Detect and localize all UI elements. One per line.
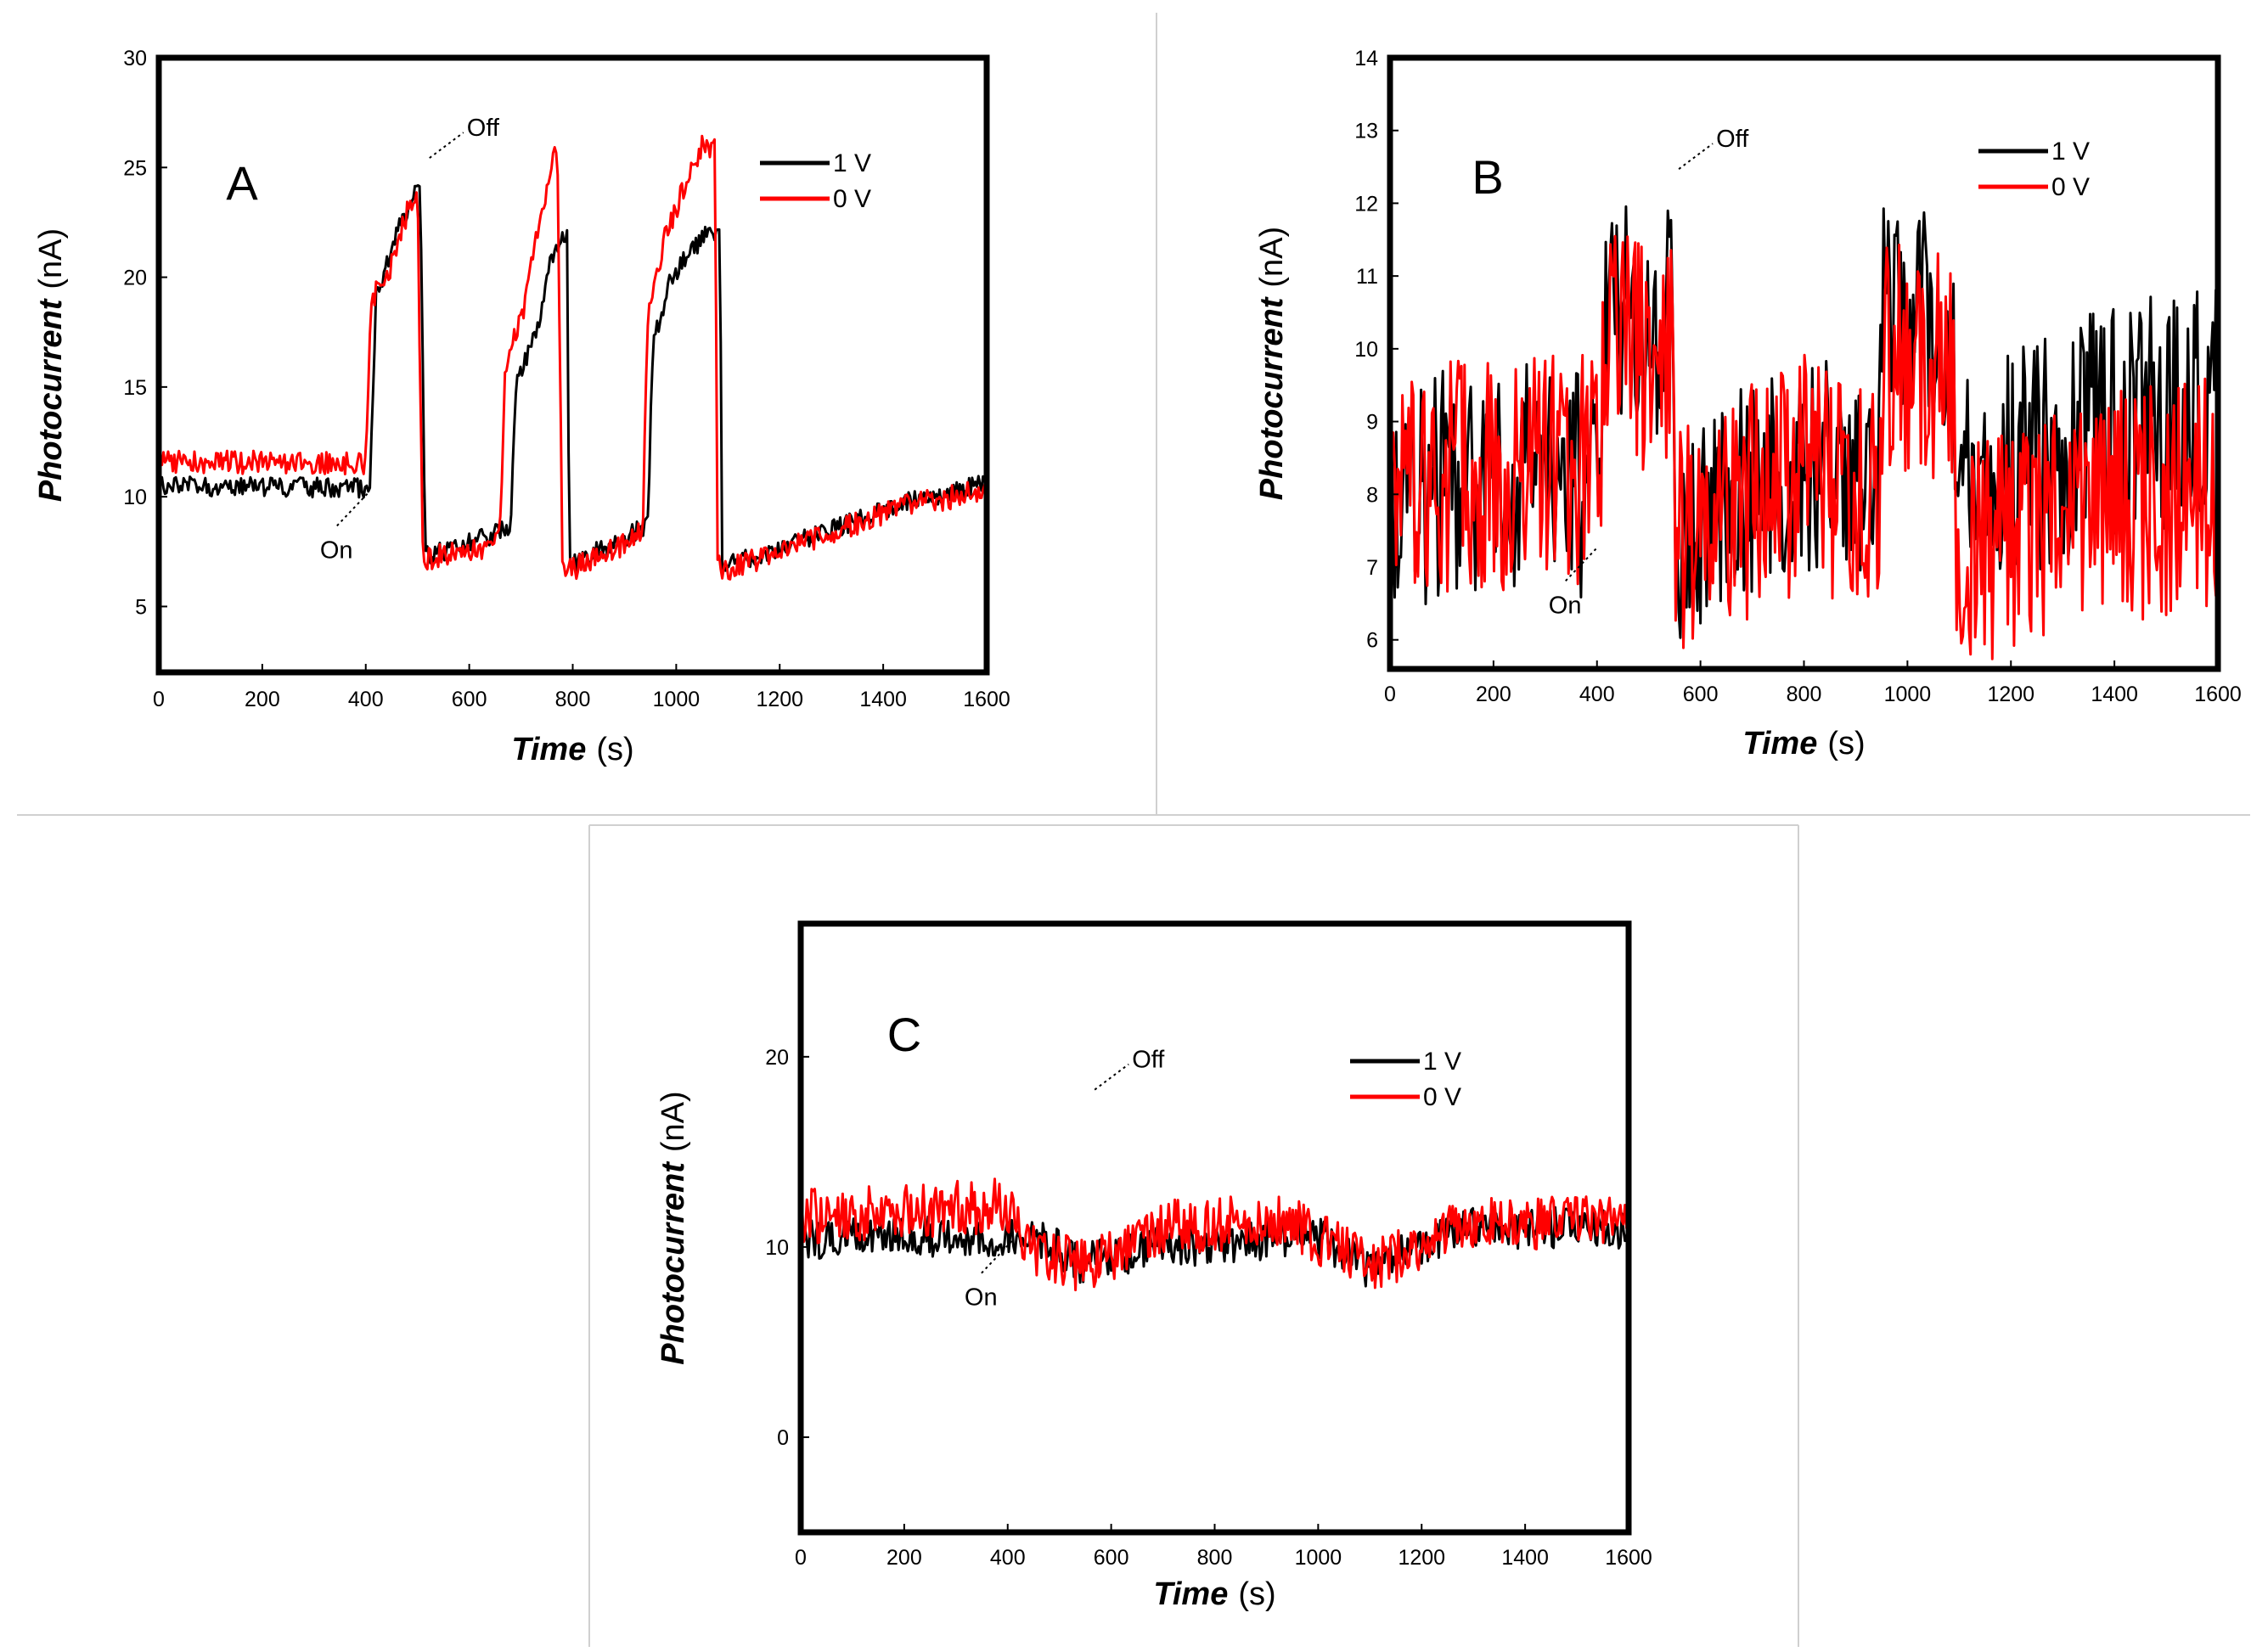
x-tick-label: 600 <box>1094 1546 1129 1570</box>
y-tick-label: 11 <box>1356 265 1378 289</box>
y-axis-label: Photocurrent(nA) <box>1254 227 1290 500</box>
on-annotation: On <box>965 1284 998 1312</box>
y-tick-label: 6 <box>1366 629 1378 653</box>
x-tick-label: 400 <box>348 688 384 711</box>
y-tick-label: 10 <box>765 1236 789 1260</box>
x-tick-label: 1400 <box>859 688 907 711</box>
y-tick-label: 20 <box>765 1046 789 1070</box>
x-tick-label: 1200 <box>1398 1546 1445 1570</box>
x-tick-label: 1200 <box>756 688 803 711</box>
legend-label: 1 V <box>1423 1048 1461 1076</box>
y-axis-label: Photocurrent(nA) <box>33 228 69 502</box>
x-tick-label: 200 <box>245 688 280 711</box>
x-tick-label: 400 <box>1579 683 1615 706</box>
legend-label: 0 V <box>1423 1083 1461 1111</box>
x-tick-label: 1200 <box>1987 683 2034 706</box>
series-line-0v <box>157 134 988 581</box>
y-tick-label: 14 <box>1354 47 1378 70</box>
x-axis-label: Time (s) <box>1153 1576 1275 1612</box>
x-tick-label: 0 <box>153 688 165 711</box>
x-axis-label: Time (s) <box>1742 726 1865 761</box>
y-tick-label: 5 <box>135 595 147 619</box>
x-tick-label: 0 <box>1384 683 1396 706</box>
on-arrow <box>981 1240 1013 1274</box>
x-tick-label: 1000 <box>1295 1546 1342 1570</box>
y-axis-label: Photocurrent(nA) <box>656 1091 691 1364</box>
x-tick-label: 800 <box>1787 683 1822 706</box>
series-line-1v <box>157 183 988 572</box>
x-tick-label: 1600 <box>1605 1546 1652 1570</box>
x-tick-label: 400 <box>990 1546 1026 1570</box>
off-arrow <box>429 132 464 159</box>
x-tick-label: 200 <box>886 1546 922 1570</box>
x-tick-label: 1400 <box>1501 1546 1549 1570</box>
y-tick-label: 9 <box>1366 411 1378 435</box>
y-tick-label: 20 <box>123 267 147 290</box>
legend-label: 0 V <box>2051 173 2090 201</box>
on-annotation: On <box>1549 592 1582 619</box>
chart-panel-a: 0 200 400 600 800 1000 1200 1400 1600 5 10 15 20 25 30… <box>33 47 1010 767</box>
x-tick-label: 0 <box>795 1546 807 1570</box>
y-tick-label: 12 <box>1354 192 1378 216</box>
off-annotation: Off <box>1132 1047 1165 1074</box>
off-arrow <box>1678 143 1714 170</box>
x-axis-label: Time (s) <box>511 732 633 767</box>
off-annotation: Off <box>1716 126 1749 153</box>
x-tick-label: 800 <box>555 688 591 711</box>
x-tick-label: 1000 <box>653 688 701 711</box>
y-tick-label: 10 <box>123 486 147 509</box>
x-tick-label: 800 <box>1197 1546 1233 1570</box>
on-arrow <box>336 492 369 527</box>
legend-label: 1 V <box>833 149 871 177</box>
panel-label: A <box>226 156 258 210</box>
y-tick-label: 0 <box>777 1426 789 1450</box>
legend-label: 1 V <box>2051 138 2090 166</box>
chart-panel-b: 0 200 400 600 800 1000 1200 1400 1600 6 7 8 9 10 11 12 1… <box>1254 47 2242 761</box>
on-arrow <box>1565 548 1597 582</box>
legend-label: 0 V <box>833 185 871 213</box>
y-tick-label: 10 <box>1354 338 1378 362</box>
panel-label: C <box>887 1008 921 1061</box>
y-tick-label: 8 <box>1366 483 1378 507</box>
y-tick-label: 7 <box>1366 556 1378 580</box>
series-line-0v <box>1388 234 2219 660</box>
series-line-0v <box>799 1177 1629 1292</box>
x-tick-label: 1600 <box>963 688 1010 711</box>
x-tick-label: 600 <box>1683 683 1719 706</box>
chart-panel-c: 0 200 400 600 800 1000 1200 1400 1600 0 10 20 Time (s… <box>656 920 1652 1612</box>
x-tick-label: 200 <box>1476 683 1511 706</box>
x-tick-label: 1600 <box>2194 683 2242 706</box>
y-tick-label: 30 <box>123 47 147 70</box>
x-tick-label: 1000 <box>1884 683 1932 706</box>
x-tick-label: 1400 <box>2091 683 2138 706</box>
on-annotation: On <box>320 537 353 564</box>
panel-label: B <box>1472 150 1503 204</box>
off-annotation: Off <box>467 115 500 142</box>
y-tick-label: 13 <box>1354 120 1378 143</box>
y-tick-label: 15 <box>123 376 147 400</box>
y-tick-label: 25 <box>123 156 147 180</box>
x-tick-label: 600 <box>452 688 487 711</box>
off-arrow <box>1094 1063 1129 1091</box>
